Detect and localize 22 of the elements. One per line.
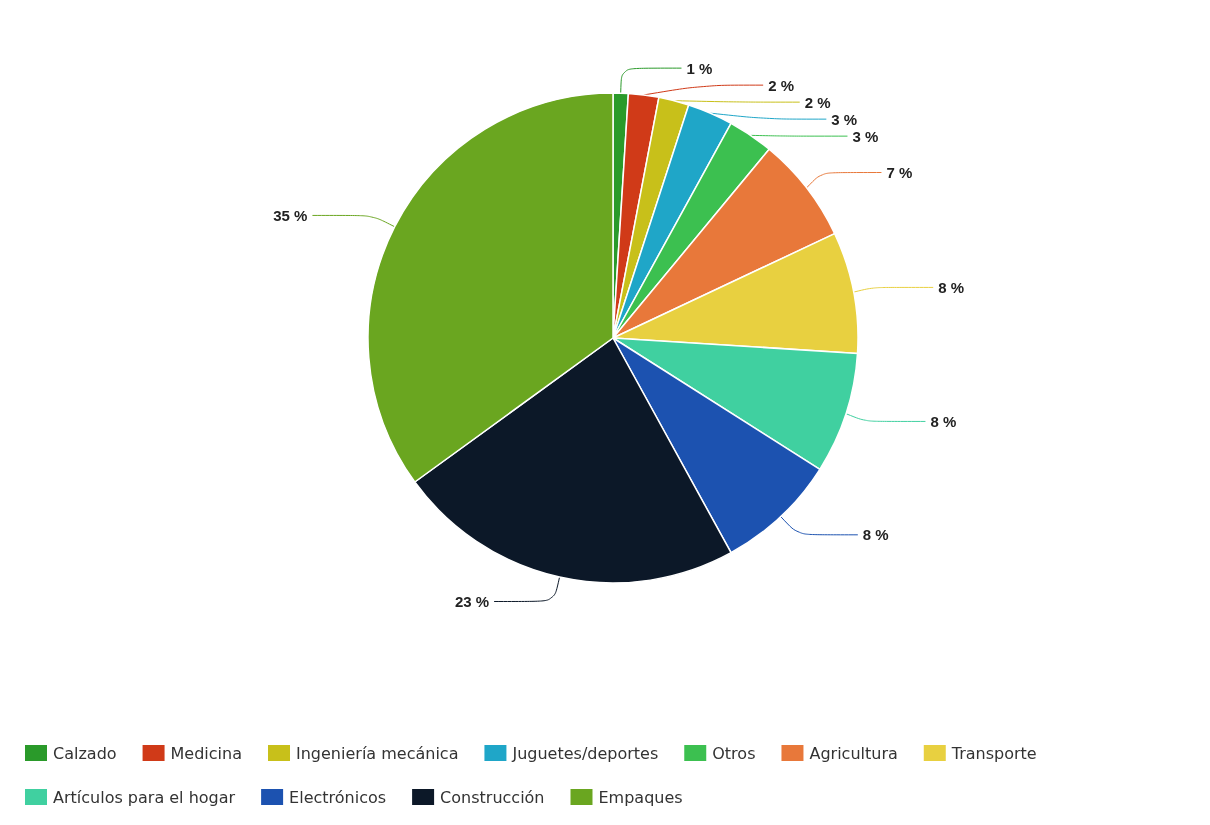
legend-label: Empaques <box>598 787 683 807</box>
legend-label: Calzado <box>53 743 117 763</box>
legend-label: Otros <box>712 743 756 763</box>
data-label: 2 % <box>804 93 831 111</box>
legend-label: Medicina <box>170 743 243 763</box>
data-label: 3 % <box>852 127 879 145</box>
data-label: 2 % <box>768 76 795 94</box>
data-label: 23 % <box>454 593 490 610</box>
data-label: 35 % <box>273 206 308 224</box>
legend-label: Juguetes/deportes <box>511 743 659 763</box>
data-label: 8 % <box>938 278 965 296</box>
legend-label: Electrónicos <box>289 787 387 807</box>
data-label: 8 % <box>862 526 889 544</box>
legend-label: Transporte <box>950 743 1037 763</box>
data-label: 3 % <box>831 110 858 128</box>
data-label: 7 % <box>886 164 913 182</box>
legend-label: Agricultura <box>809 743 898 763</box>
legend-label: Ingeniería mecánica <box>296 743 459 763</box>
legend-label: Construcción <box>440 787 545 807</box>
data-label: 1 % <box>686 59 713 77</box>
legend-label: Artículos para el hogar <box>53 787 236 807</box>
data-label: 8 % <box>930 412 957 430</box>
